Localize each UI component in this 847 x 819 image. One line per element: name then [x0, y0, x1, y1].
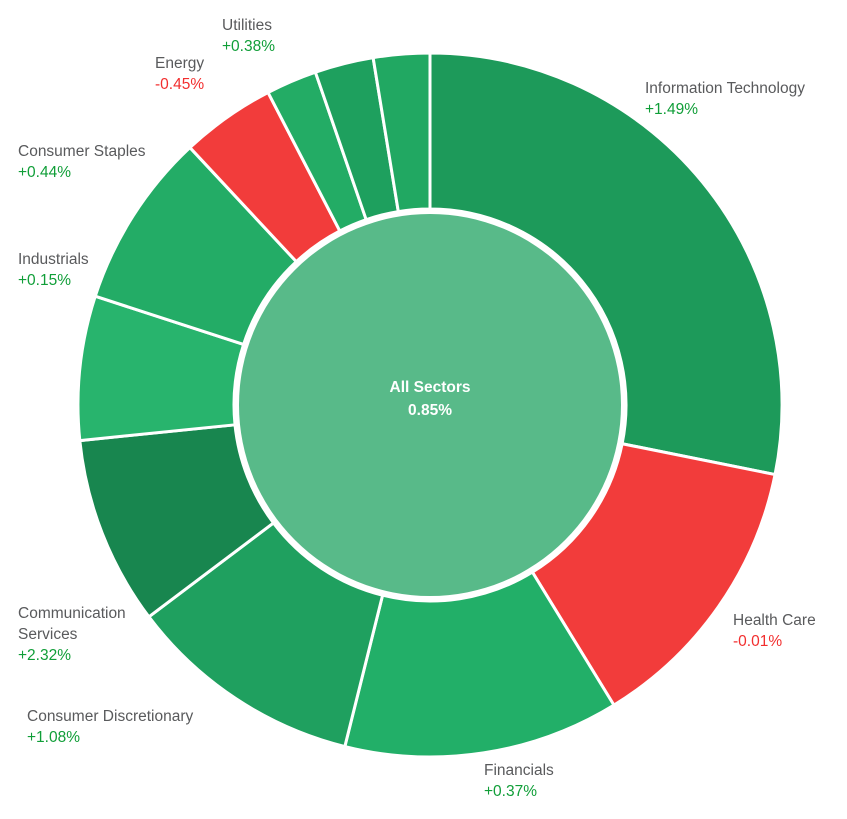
all-sectors-center-circle[interactable] — [239, 214, 621, 596]
sector-name-consumer-discretionary: Consumer Discretionary — [27, 708, 194, 725]
sector-label-energy: Energy -0.45% — [155, 53, 204, 95]
sector-change-communication-services: +2.32% — [18, 647, 72, 664]
center-label-change: 0.85% — [408, 402, 452, 419]
sector-change-utilities: +0.38% — [222, 38, 276, 55]
sector-label-communication-services: Communication Services +2.32% — [18, 603, 168, 666]
sector-label-health-care: Health Care -0.01% — [733, 610, 816, 652]
sector-change-health-care: -0.01% — [733, 633, 783, 650]
sector-name-health-care: Health Care — [733, 612, 816, 629]
sector-label-consumer-discretionary: Consumer Discretionary +1.08% — [27, 706, 193, 748]
sector-label-industrials: Industrials +0.15% — [18, 249, 89, 291]
sector-name-industrials: Industrials — [18, 251, 89, 268]
sector-label-consumer-staples: Consumer Staples +0.44% — [18, 141, 146, 183]
sector-name-communication-services: Communication Services — [18, 605, 126, 643]
sector-name-energy: Energy — [155, 55, 205, 72]
donut-slices — [76, 51, 784, 759]
sector-name-consumer-staples: Consumer Staples — [18, 143, 146, 160]
sector-change-energy: -0.45% — [155, 76, 205, 93]
sector-slice-health-care[interactable] — [530, 442, 777, 707]
sector-change-consumer-discretionary: +1.08% — [27, 729, 81, 746]
sector-label-financials: Financials +0.37% — [484, 760, 554, 802]
sector-name-utilities: Utilities — [222, 17, 272, 34]
sector-change-information-technology: +1.49% — [645, 101, 699, 118]
sector-slice-unlabeled-small-sector-2[interactable] — [371, 51, 432, 214]
sector-slice-information-technology[interactable] — [428, 51, 784, 477]
sector-label-information-technology: Information Technology +1.49% — [645, 78, 805, 120]
sector-label-utilities: Utilities +0.38% — [222, 15, 275, 57]
sector-name-financials: Financials — [484, 762, 554, 779]
center-label-title: All Sectors — [389, 379, 471, 396]
sector-name-information-technology: Information Technology — [645, 80, 805, 97]
sector-change-industrials: +0.15% — [18, 272, 72, 289]
center-label: All Sectors 0.85% — [390, 376, 471, 422]
sector-change-financials: +0.37% — [484, 783, 538, 800]
sector-change-consumer-staples: +0.44% — [18, 164, 72, 181]
